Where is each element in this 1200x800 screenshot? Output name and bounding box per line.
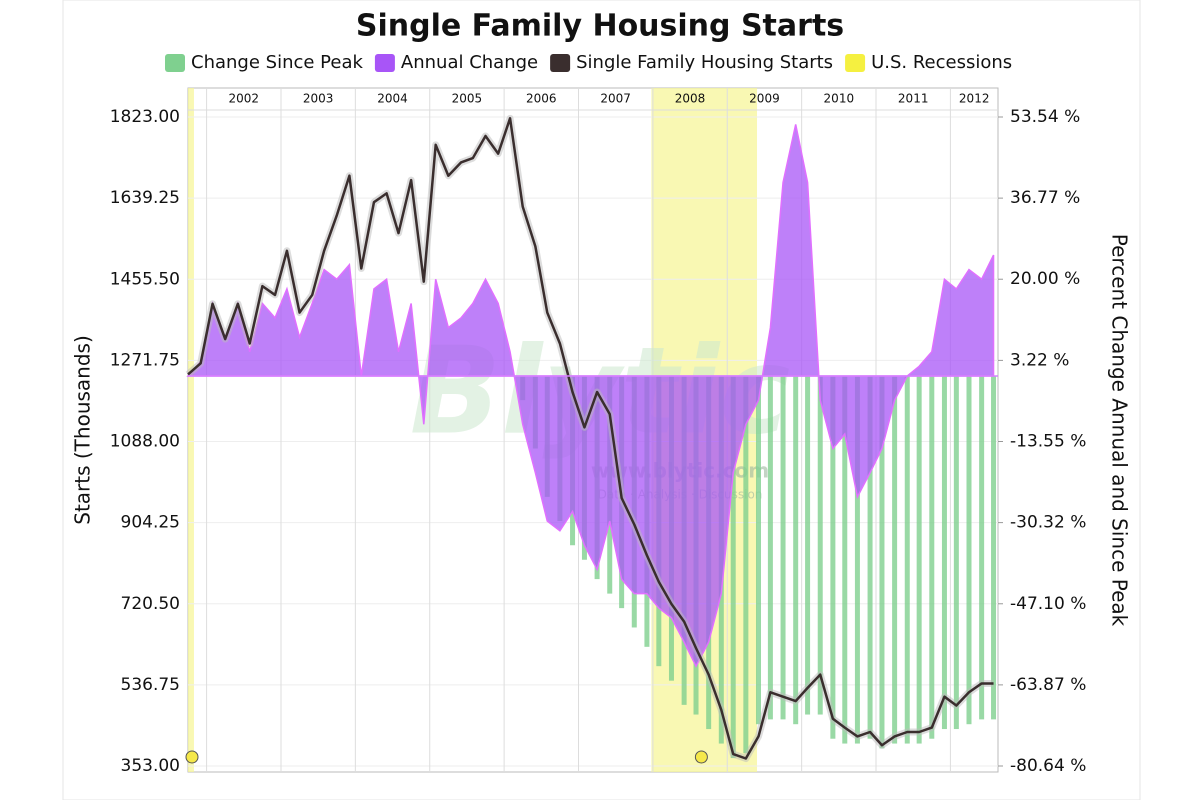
x-tick-label: 2011 bbox=[898, 92, 929, 106]
since-peak-bar bbox=[730, 375, 736, 759]
y2-tick-label: -30.32 % bbox=[1010, 513, 1086, 533]
since-peak-bar bbox=[854, 375, 860, 744]
y-tick-label: 1271.75 bbox=[110, 350, 180, 370]
y-tick-label: 353.00 bbox=[121, 756, 180, 776]
since-peak-bar bbox=[793, 375, 799, 725]
y2-tick-label: -47.10 % bbox=[1010, 594, 1086, 614]
starts-line bbox=[187, 117, 994, 760]
y-axis-label: Starts (Thousands) bbox=[71, 335, 95, 525]
since-peak-bar bbox=[929, 375, 935, 739]
y-tick-label: 1823.00 bbox=[110, 107, 180, 127]
since-peak-bar bbox=[780, 375, 786, 720]
y2-axis-label: Percent Change Annual and Since Peak bbox=[1108, 234, 1132, 627]
since-peak-bar bbox=[904, 375, 910, 744]
y2-tick-label: -13.55 % bbox=[1010, 432, 1086, 452]
y-tick-label: 1639.25 bbox=[110, 188, 180, 208]
x-tick-label: 2004 bbox=[377, 92, 408, 106]
y2-tick-label: 36.77 % bbox=[1010, 188, 1080, 208]
annual-change-area bbox=[186, 124, 995, 668]
y-tick-label: 1088.00 bbox=[110, 432, 180, 452]
x-tick-label: 2006 bbox=[526, 92, 557, 106]
x-tick-label: 2005 bbox=[452, 92, 483, 106]
y-tick-label: 904.25 bbox=[121, 513, 180, 533]
since-peak-bar bbox=[830, 375, 836, 739]
y2-tick-label: -80.64 % bbox=[1010, 756, 1086, 776]
y2-tick-label: 20.00 % bbox=[1010, 269, 1080, 289]
recession-band bbox=[188, 88, 194, 772]
x-tick-label: 2003 bbox=[303, 92, 334, 106]
since-peak-bar bbox=[892, 375, 898, 744]
since-peak-bar bbox=[979, 375, 985, 720]
y-tick-label: 536.75 bbox=[121, 675, 180, 695]
since-peak-bar bbox=[966, 375, 972, 725]
legend-label: Annual Change bbox=[401, 52, 538, 73]
since-peak-bar bbox=[953, 375, 959, 730]
legend-label: Change Since Peak bbox=[191, 52, 363, 73]
since-peak-bar bbox=[842, 375, 848, 744]
y2-tick-label: 53.54 % bbox=[1010, 107, 1080, 127]
legend: Change Since Peak Annual Change Single Fam… bbox=[165, 52, 1012, 73]
recession-marker bbox=[185, 750, 199, 764]
y-tick-label: 1455.50 bbox=[110, 269, 180, 289]
legend-swatch bbox=[550, 54, 571, 72]
legend-label: Single Family Housing Starts bbox=[576, 52, 833, 73]
x-tick-label: 2002 bbox=[229, 92, 260, 106]
x-tick-label: 2010 bbox=[824, 92, 855, 106]
y2-tick-label: -63.87 % bbox=[1010, 675, 1086, 695]
recession-marker bbox=[694, 750, 708, 764]
x-tick-label: 2008 bbox=[675, 92, 706, 106]
y2-tick-label: 3.22 % bbox=[1010, 350, 1069, 370]
legend-label: U.S. Recessions bbox=[871, 52, 1012, 73]
since-peak-bar bbox=[879, 375, 885, 749]
since-peak-bar bbox=[867, 375, 873, 739]
since-peak-bar bbox=[805, 375, 811, 715]
x-tick-label: 2009 bbox=[749, 92, 780, 106]
since-peak-bar bbox=[817, 375, 823, 715]
legend-swatch bbox=[845, 54, 866, 72]
since-peak-bar bbox=[916, 375, 922, 744]
since-peak-bar bbox=[767, 375, 773, 720]
since-peak-bar bbox=[755, 375, 761, 725]
y-tick-label: 720.50 bbox=[121, 594, 180, 614]
chart-title: Single Family Housing Starts bbox=[356, 9, 844, 44]
since-peak-bar bbox=[941, 375, 947, 730]
legend-swatch bbox=[165, 54, 185, 72]
since-peak-bar bbox=[743, 375, 749, 754]
since-peak-bar bbox=[991, 375, 997, 720]
legend-swatch bbox=[374, 54, 395, 72]
x-tick-label: 2012 bbox=[959, 92, 990, 106]
x-tick-label: 2007 bbox=[600, 92, 631, 106]
